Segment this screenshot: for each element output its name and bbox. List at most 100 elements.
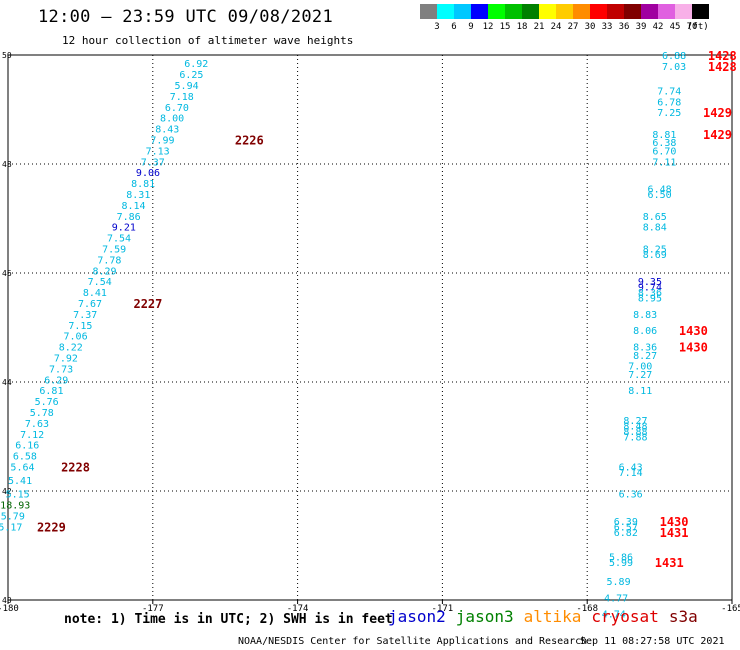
scale-swatch: [573, 4, 590, 19]
data-point-label: 6.38: [652, 138, 676, 149]
chart-subtitle: 12 hour collection of altimeter wave hei…: [62, 34, 354, 47]
scale-label: 12: [482, 22, 494, 32]
scale-swatch: [471, 4, 488, 19]
time-annotation: 1428: [708, 60, 737, 74]
scale-label: 3: [434, 22, 440, 32]
scale-label: 27: [567, 22, 579, 32]
time-annotation: 2228: [61, 460, 90, 474]
x-tick-label: -174: [287, 604, 309, 614]
y-tick-label: 44: [2, 378, 12, 387]
scale-label: 6: [451, 22, 457, 32]
data-point-label: 6.82: [614, 528, 638, 539]
legend-entry: cryosat: [591, 607, 659, 626]
data-point-label: 8.41: [83, 288, 107, 299]
x-tick-label: -180: [0, 604, 19, 614]
data-point-label: 7.12: [20, 430, 44, 441]
time-annotation: 1431: [660, 526, 689, 540]
x-tick-label: -177: [142, 604, 164, 614]
data-point-label: 8.25: [643, 244, 667, 255]
data-point-label: 8.06: [633, 326, 657, 337]
data-point-label: 8.88: [623, 427, 647, 438]
scale-swatch: [590, 4, 607, 19]
legend-entry: altika: [523, 607, 582, 626]
time-annotation: 2229: [37, 520, 66, 534]
scale-swatch: [539, 4, 556, 19]
y-tick-label: 40: [2, 596, 12, 605]
data-point-label: 8.11: [628, 386, 652, 397]
data-point-label: 7.78: [97, 255, 121, 266]
time-annotation: 1430: [660, 515, 689, 529]
scale-label: 45: [669, 22, 681, 32]
data-point-label: 5.15: [6, 490, 30, 501]
footer-credit: NOAA/NESDIS Center for Satellite Applica…: [238, 636, 588, 647]
data-point-label: 6.58: [13, 452, 37, 463]
x-tick-label: -165: [721, 604, 740, 614]
time-annotation: 1428: [708, 49, 737, 63]
data-point-label: 9.21: [112, 223, 136, 234]
scale-label: 42: [652, 22, 664, 32]
data-point-label: 7.25: [657, 108, 681, 119]
data-point-label: 7.92: [54, 353, 78, 364]
data-point-label: 7.86: [117, 212, 141, 223]
data-point-label: 6.70: [652, 146, 676, 157]
x-tick-label: -171: [432, 604, 454, 614]
data-point-label: 6.48: [648, 185, 672, 196]
data-point-label: 5.17: [0, 522, 22, 533]
data-point-label: 9.35: [638, 277, 662, 288]
legend-entry: jason3: [455, 607, 514, 626]
data-point-label: 6.92: [184, 59, 208, 70]
data-point-label: 5.79: [1, 512, 25, 523]
data-point-label: 7.59: [102, 244, 126, 255]
data-point-label: 5.94: [175, 81, 199, 92]
data-point-label: 8.36: [633, 343, 657, 354]
x-tick-label: -168: [576, 604, 598, 614]
data-point-label: 6.39: [614, 517, 638, 528]
data-point-label: 18.93: [0, 501, 30, 512]
satellite-legend: jason2 jason3 altika cryosat s3a: [388, 607, 708, 626]
data-point-label: 8.95: [638, 294, 662, 305]
scale-label: 30: [584, 22, 596, 32]
data-point-label: 7.88: [623, 433, 647, 444]
data-point-label: 7.73: [49, 364, 73, 375]
scale-swatch: [437, 4, 454, 19]
data-point-label: 6.43: [619, 462, 643, 473]
data-point-label: 5.78: [30, 408, 54, 419]
scale-swatch: [692, 4, 709, 19]
scale-swatch: [641, 4, 658, 19]
data-point-label: 7.37: [141, 157, 165, 168]
data-point-label: 8.27: [633, 351, 657, 362]
data-point-label: 7.27: [628, 370, 652, 381]
data-point-label: 8.65: [643, 212, 667, 223]
scale-label: 24: [550, 22, 562, 32]
y-tick-label: 46: [2, 269, 12, 278]
scale-unit: (ft): [687, 22, 709, 32]
data-point-label: 9.06: [136, 168, 160, 179]
time-annotation: 1429: [703, 128, 732, 142]
data-point-label: 6.57: [614, 522, 638, 533]
scale-label: 36: [618, 22, 630, 32]
y-tick-label: 48: [2, 160, 12, 169]
data-point-label: 7.63: [25, 419, 49, 430]
data-point-label: 7.11: [652, 157, 676, 168]
data-point-label: 7.03: [662, 62, 686, 73]
data-point-label: 8.36: [638, 288, 662, 299]
data-point-label: 5.41: [8, 476, 32, 487]
scale-label: 18: [516, 22, 528, 32]
data-point-label: 7.67: [78, 299, 102, 310]
scale-swatch: [675, 4, 692, 19]
scale-swatch: [505, 4, 522, 19]
data-point-label: 6.78: [657, 97, 681, 108]
data-point-label: 8.29: [92, 266, 116, 277]
data-point-label: 8.81: [131, 179, 155, 190]
data-point-label: 7.13: [146, 146, 170, 157]
data-point-label: 7.00: [628, 362, 652, 373]
scale-swatch: [488, 4, 505, 19]
time-annotation: 1431: [655, 556, 684, 570]
time-annotation: 2227: [133, 297, 162, 311]
footer-timestamp: Sep 11 08:27:58 UTC 2021: [580, 636, 725, 647]
data-point-label: 7.99: [150, 135, 174, 146]
scale-swatch: [454, 4, 471, 19]
data-point-label: 7.54: [107, 234, 131, 245]
data-point-label: 4.74: [602, 610, 626, 621]
